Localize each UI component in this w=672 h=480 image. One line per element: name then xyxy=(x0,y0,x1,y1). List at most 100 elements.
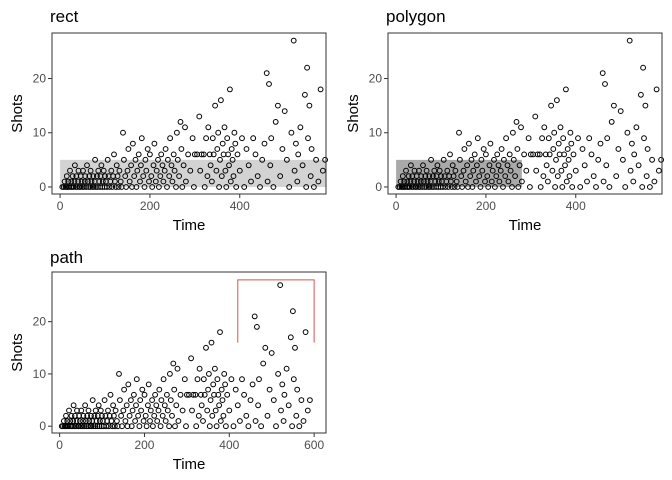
y-tick-label: 10 xyxy=(33,367,47,381)
data-point xyxy=(631,151,638,158)
data-point xyxy=(131,391,137,398)
data-point xyxy=(170,360,177,367)
data-point xyxy=(126,412,133,419)
data-point xyxy=(306,102,313,109)
data-point xyxy=(290,376,297,383)
data-point xyxy=(126,178,133,185)
data-point xyxy=(548,102,554,109)
data-point xyxy=(92,407,99,414)
y-tick-label: 0 xyxy=(375,180,382,194)
data-point xyxy=(426,173,433,180)
data-point xyxy=(88,412,94,419)
data-point xyxy=(308,146,315,152)
data-point xyxy=(307,173,314,180)
data-point xyxy=(219,140,226,147)
data-point xyxy=(590,173,597,180)
data-point xyxy=(183,423,189,430)
data-point xyxy=(536,151,543,158)
data-point xyxy=(239,135,245,142)
data-point xyxy=(214,146,221,152)
data-point xyxy=(125,381,132,388)
data-point xyxy=(83,184,89,190)
data-point xyxy=(277,282,284,289)
data-point xyxy=(563,86,569,93)
data-point xyxy=(303,184,310,190)
x-tick-label: 400 xyxy=(219,438,239,452)
data-point xyxy=(428,156,435,163)
data-point xyxy=(250,135,257,142)
data-point xyxy=(122,418,129,424)
data-point xyxy=(281,108,288,114)
data-point xyxy=(507,167,514,174)
data-point xyxy=(154,418,161,424)
data-point xyxy=(151,140,158,147)
data-point xyxy=(221,124,228,131)
data-point xyxy=(116,371,122,377)
data-point xyxy=(94,423,101,430)
data-point xyxy=(557,124,564,131)
data-point xyxy=(222,381,229,388)
data-point xyxy=(510,156,517,163)
y-tick-label: 20 xyxy=(369,72,383,86)
data-point xyxy=(169,178,176,185)
data-point xyxy=(179,184,186,190)
data-point xyxy=(139,386,146,393)
data-point xyxy=(200,418,206,424)
data-point xyxy=(525,135,532,142)
data-point xyxy=(106,184,113,190)
data-point xyxy=(479,167,486,174)
data-point xyxy=(99,178,106,185)
data-point xyxy=(232,386,239,393)
panel-title: path xyxy=(50,248,83,267)
data-point xyxy=(143,423,150,430)
data-point xyxy=(182,124,188,131)
data-point xyxy=(77,418,83,424)
data-point xyxy=(639,184,646,190)
data-point xyxy=(290,37,297,44)
data-point xyxy=(252,418,259,424)
data-point xyxy=(142,412,149,419)
data-point xyxy=(262,344,269,351)
data-point xyxy=(105,423,112,430)
data-point xyxy=(421,178,427,185)
data-point xyxy=(572,167,579,174)
data-point xyxy=(551,129,558,136)
data-point xyxy=(224,391,231,398)
data-point xyxy=(63,412,69,419)
data-point xyxy=(176,173,183,180)
data-point xyxy=(474,135,481,142)
data-point xyxy=(137,178,143,185)
data-point xyxy=(67,167,73,174)
data-point xyxy=(488,178,495,185)
data-point xyxy=(280,418,287,424)
data-point xyxy=(116,167,123,174)
data-point xyxy=(292,344,298,351)
data-point xyxy=(212,365,218,372)
data-point xyxy=(215,391,222,398)
data-point xyxy=(289,423,296,430)
data-point xyxy=(78,178,85,185)
data-point xyxy=(70,184,77,190)
data-point xyxy=(149,184,156,190)
data-point xyxy=(260,360,267,367)
data-point xyxy=(231,129,238,136)
data-point xyxy=(492,184,498,190)
data-point xyxy=(141,391,148,398)
data-point xyxy=(166,423,173,430)
data-point xyxy=(227,86,233,93)
data-point xyxy=(539,135,545,142)
data-point xyxy=(494,151,501,158)
data-point xyxy=(555,140,562,147)
data-point xyxy=(484,173,491,180)
data-point xyxy=(86,173,93,180)
data-point xyxy=(200,376,207,383)
x-tick-label: 0 xyxy=(56,438,63,452)
data-point xyxy=(215,129,222,136)
data-point xyxy=(541,124,548,131)
data-point xyxy=(252,151,259,158)
data-point xyxy=(258,423,265,430)
data-point xyxy=(579,146,586,152)
data-point xyxy=(147,418,153,424)
data-point xyxy=(570,151,577,158)
data-point xyxy=(456,129,462,136)
